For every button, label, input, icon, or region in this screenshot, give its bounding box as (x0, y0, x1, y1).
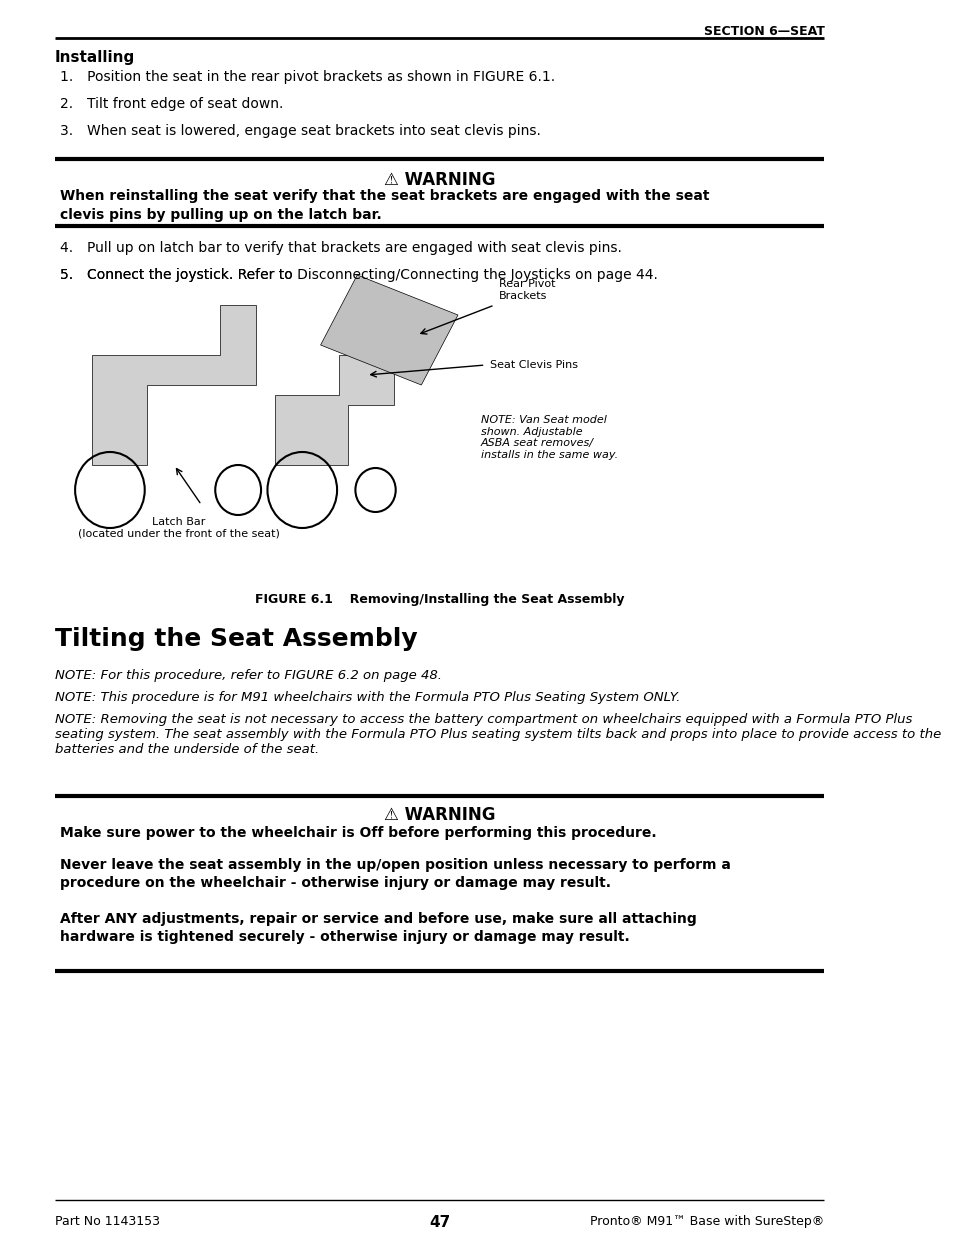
Polygon shape (91, 305, 256, 466)
Text: SECTION 6—SEAT: SECTION 6—SEAT (702, 25, 823, 38)
Text: Never leave the seat assembly in the up/open position unless necessary to perfor: Never leave the seat assembly in the up/… (59, 858, 730, 890)
Text: NOTE: Removing the seat is not necessary to access the battery compartment on wh: NOTE: Removing the seat is not necessary… (55, 713, 941, 756)
Text: 4. Pull up on latch bar to verify that brackets are engaged with seat clevis pin: 4. Pull up on latch bar to verify that b… (59, 241, 620, 254)
Text: ⚠ WARNING: ⚠ WARNING (383, 806, 495, 824)
Text: NOTE: For this procedure, refer to FIGURE 6.2 on page 48.: NOTE: For this procedure, refer to FIGUR… (55, 669, 441, 682)
Text: Latch Bar
(located under the front of the seat): Latch Bar (located under the front of th… (77, 517, 279, 538)
Text: FIGURE 6.1  Removing/Installing the Seat Assembly: FIGURE 6.1 Removing/Installing the Seat … (254, 593, 624, 606)
Text: 1. Position the seat in the rear pivot brackets as shown in FIGURE 6.1.: 1. Position the seat in the rear pivot b… (59, 70, 554, 84)
Text: Tilting the Seat Assembly: Tilting the Seat Assembly (55, 627, 417, 651)
Text: ⚠ WARNING: ⚠ WARNING (383, 170, 495, 189)
Text: Part No 1143153: Part No 1143153 (55, 1215, 160, 1228)
Bar (55, 300, 823, 585)
Text: Make sure power to the wheelchair is Off before performing this procedure.: Make sure power to the wheelchair is Off… (59, 826, 656, 840)
Text: 5. Connect the joystick. Refer to Disconnecting/Connecting the Joysticks on page: 5. Connect the joystick. Refer to Discon… (59, 268, 657, 282)
Text: Rear Pivot
Brackets: Rear Pivot Brackets (498, 279, 556, 301)
Text: 2. Tilt front edge of seat down.: 2. Tilt front edge of seat down. (59, 98, 283, 111)
Text: Pronto® M91™ Base with SureStep®: Pronto® M91™ Base with SureStep® (590, 1215, 823, 1228)
Text: 5. Connect the joystick. Refer to Disconnecting/Connecting the Joysticks on page: 5. Connect the joystick. Refer to Discon… (59, 268, 657, 282)
Text: After ANY adjustments, repair or service and before use, make sure all attaching: After ANY adjustments, repair or service… (59, 911, 696, 945)
Text: NOTE: This procedure is for M91 wheelchairs with the Formula PTO Plus Seating Sy: NOTE: This procedure is for M91 wheelcha… (55, 692, 679, 704)
Text: Installing: Installing (55, 49, 135, 65)
Text: 5. Connect the joystick. Refer to: 5. Connect the joystick. Refer to (59, 268, 296, 282)
Text: When reinstalling the seat verify that the seat brackets are engaged with the se: When reinstalling the seat verify that t… (59, 189, 708, 222)
Polygon shape (274, 354, 394, 466)
Text: NOTE: Van Seat model
shown. Adjustable
ASBA seat removes/
installs in the same w: NOTE: Van Seat model shown. Adjustable A… (480, 415, 618, 459)
Text: 47: 47 (429, 1215, 450, 1230)
Text: Seat Clevis Pins: Seat Clevis Pins (490, 359, 578, 370)
Polygon shape (320, 275, 457, 385)
Text: 3. When seat is lowered, engage seat brackets into seat clevis pins.: 3. When seat is lowered, engage seat bra… (59, 124, 539, 138)
